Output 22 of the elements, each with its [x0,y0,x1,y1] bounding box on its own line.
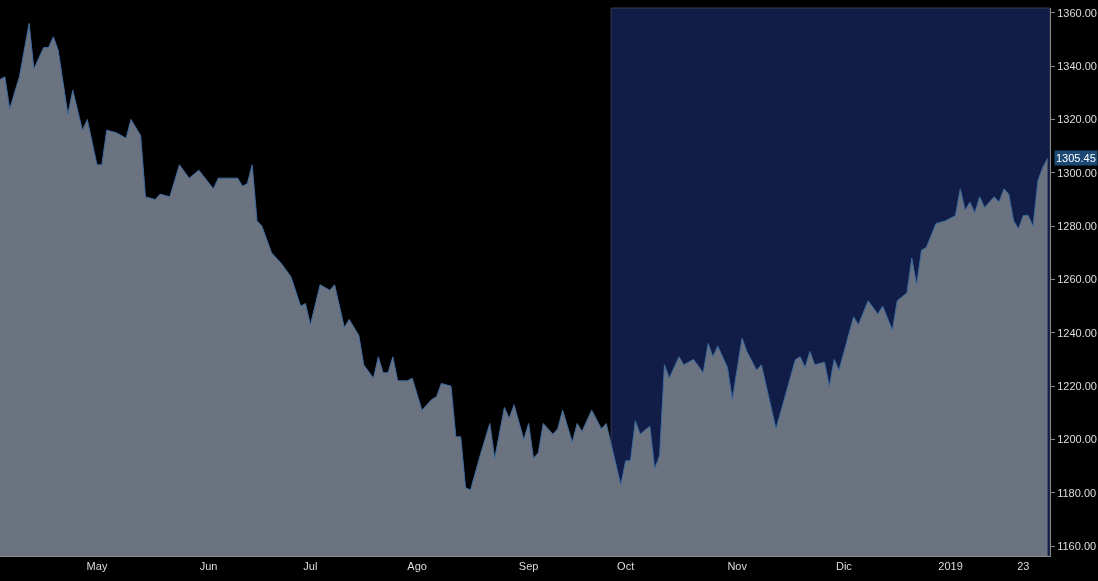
x-tick-label: May [86,560,108,573]
x-tick-label: Ago [407,560,427,573]
x-tick-label: Sep [518,560,539,573]
x-tick-label: Jul [303,560,318,573]
y-tick-label: 1320.00 [1057,113,1097,126]
y-tick-label: 1280.00 [1057,219,1097,232]
y-tick-label: 1340.00 [1057,59,1097,72]
y-tick-label: 1360.00 [1057,6,1097,19]
x-tick-label: Oct [617,560,635,573]
x-tick-label: Nov [727,560,748,573]
y-tick-label: 1240.00 [1057,326,1097,339]
x-tick-label: 2019 [938,560,963,573]
y-tick-label: 1260.00 [1057,273,1097,286]
y-tick-label: 1220.00 [1057,379,1097,392]
x-tick-label: 23 [1017,560,1030,573]
y-tick-label: 1200.00 [1057,433,1097,446]
x-tick-label: Dic [835,560,853,573]
x-tick-label: Jun [199,560,218,573]
y-tick-label: 1160.00 [1057,539,1097,552]
annotation: 1305.45 [1056,152,1096,164]
y-tick-label: 1180.00 [1057,486,1097,499]
y-tick-label: 1300.00 [1057,166,1097,179]
